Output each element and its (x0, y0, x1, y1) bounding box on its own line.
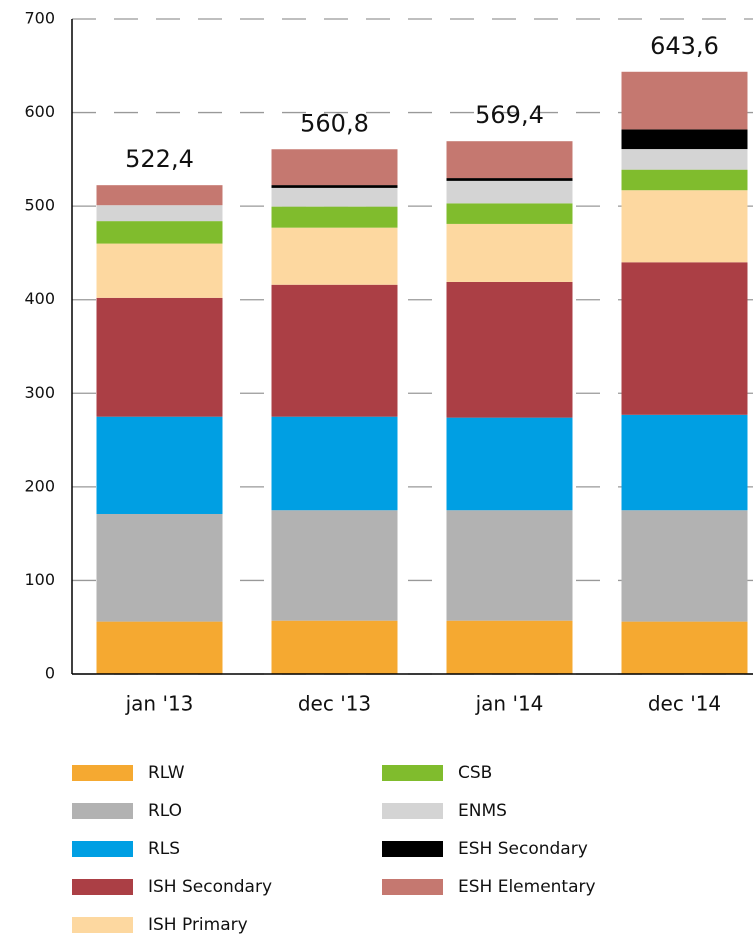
legend-swatch (72, 803, 133, 819)
bar-segment (271, 284, 398, 417)
bar-segment (446, 203, 573, 224)
bar-segment (446, 417, 573, 511)
bar-segment (621, 621, 748, 674)
y-tick-label: 400 (24, 289, 55, 308)
bar-segment (446, 281, 573, 418)
bar-segment (621, 190, 748, 263)
bar-segment (621, 129, 748, 150)
legend-swatch (382, 765, 443, 781)
total-label: 560,8 (300, 109, 369, 137)
legend-label: RLO (148, 801, 182, 821)
legend-swatch (72, 841, 133, 857)
legend-label: RLW (148, 763, 185, 783)
x-tick-label: jan '13 (125, 692, 194, 716)
y-tick-label: 200 (24, 476, 55, 495)
x-tick-label: dec '14 (648, 692, 721, 716)
y-tick-label: 100 (24, 570, 55, 589)
bar-segment (271, 206, 398, 228)
bar-segment (446, 141, 573, 179)
legend-label: ENMS (458, 801, 507, 821)
y-tick-label: 0 (45, 664, 55, 683)
bar-segment (446, 510, 573, 621)
legend-label: ISH Primary (148, 915, 248, 935)
y-tick-label: 300 (24, 383, 55, 402)
bar-segment (96, 221, 223, 244)
bar-segment (96, 243, 223, 298)
total-label: 569,4 (475, 101, 544, 129)
legend-label: CSB (458, 763, 492, 783)
bar-segment (621, 169, 748, 191)
bar-segment (271, 510, 398, 621)
bar-segment (446, 620, 573, 674)
legend-swatch (72, 917, 133, 933)
bar-segment (621, 510, 748, 622)
bar-segment (271, 187, 398, 207)
bar-segment (96, 621, 223, 674)
y-tick-label: 700 (24, 9, 55, 28)
bar-segment (446, 223, 573, 282)
bar-segment (446, 178, 573, 181)
bar-segment (271, 227, 398, 285)
x-tick-label: jan '14 (475, 692, 544, 716)
legend-swatch (382, 879, 443, 895)
legend-label: ESH Elementary (458, 877, 596, 897)
bar-segment (621, 71, 748, 130)
bar-segment (271, 416, 398, 511)
legend-swatch (72, 765, 133, 781)
bar-segment (271, 185, 398, 188)
legend-swatch (72, 879, 133, 895)
bar-segment (96, 513, 223, 622)
total-label: 643,6 (650, 32, 719, 60)
bar-segment (446, 180, 573, 204)
legend-label: ISH Secondary (148, 877, 272, 897)
legend-label: ESH Secondary (458, 839, 588, 859)
legend-swatch (382, 803, 443, 819)
bar-segment (621, 414, 748, 511)
bar-segment (96, 205, 223, 222)
y-tick-label: 500 (24, 196, 55, 215)
legend-label: RLS (148, 839, 180, 859)
x-tick-label: dec '13 (298, 692, 371, 716)
bar-segment (96, 185, 223, 206)
y-tick-label: 600 (24, 102, 55, 121)
legend-swatch (382, 841, 443, 857)
bar-segment (271, 149, 398, 186)
bar-segment (271, 620, 398, 674)
bar-segment (96, 416, 223, 514)
bar-segment (96, 297, 223, 417)
total-label: 522,4 (125, 145, 194, 173)
bar-segment (621, 262, 748, 415)
bar-segment (621, 149, 748, 170)
